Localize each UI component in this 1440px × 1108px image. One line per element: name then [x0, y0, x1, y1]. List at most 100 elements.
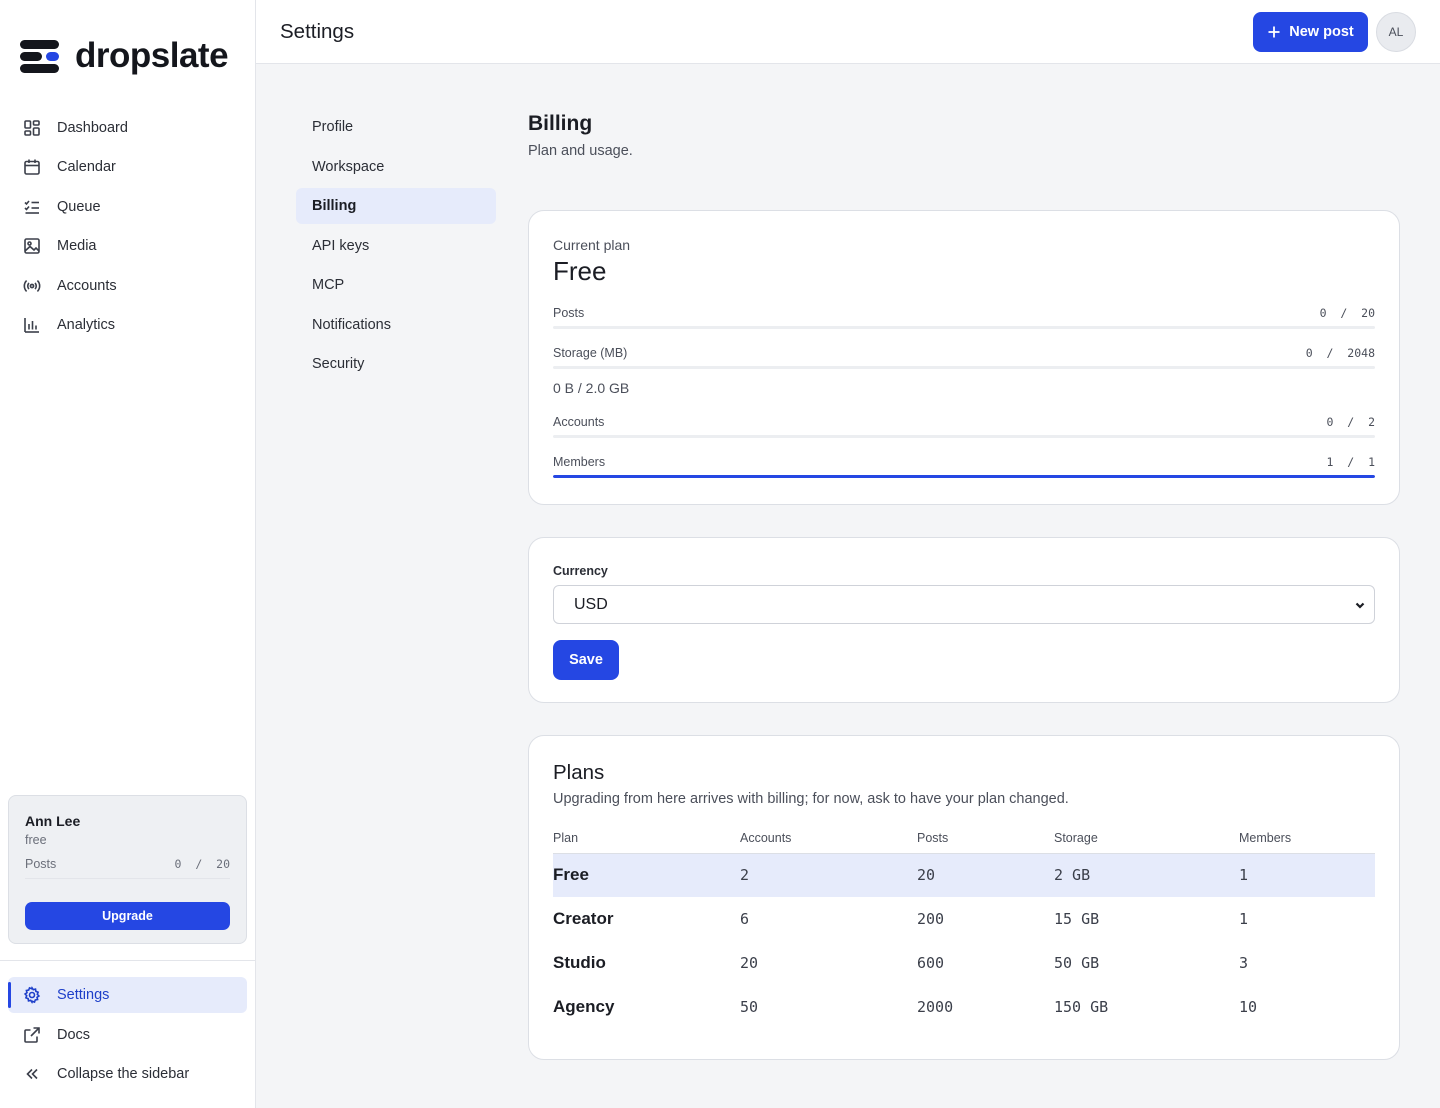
column-header: Plan [553, 831, 579, 845]
gear-icon [23, 986, 41, 1004]
new-post-label: New post [1289, 24, 1354, 40]
meter-posts: Posts 0 / 20 [553, 306, 1375, 329]
column-header: Storage [1054, 831, 1098, 845]
meter-track [553, 326, 1375, 329]
storage-cell: 50 GB [1054, 954, 1100, 972]
plan-name-cell: Studio [553, 953, 606, 972]
page-title: Settings [280, 20, 355, 43]
accounts-cell: 6 [740, 910, 750, 928]
top-header: Settings New post AL [256, 0, 1440, 64]
meter-value: 0 / 20 [1319, 306, 1375, 320]
save-button[interactable]: Save [553, 640, 619, 680]
bar-chart-icon [24, 318, 39, 334]
nav-label: Collapse the sidebar [57, 1066, 190, 1082]
usage-progress-bar [25, 878, 230, 879]
table-row: Agency 50 2000 150 GB 10 [553, 985, 1375, 1029]
new-post-button[interactable]: New post [1253, 12, 1368, 52]
column-header: Members [1239, 831, 1292, 845]
user-name: Ann Lee [25, 813, 81, 829]
currency-card: Currency USD Save [528, 537, 1400, 703]
nav-item-calendar[interactable]: Calendar [8, 148, 248, 188]
accounts-cell: 50 [740, 998, 759, 1016]
logo-icon [20, 38, 59, 74]
settings-tab-workspace[interactable]: Workspace [312, 158, 385, 175]
meter-value: 0 / 2 [1326, 415, 1376, 429]
main-nav: Dashboard Calendar Queue Media Accounts … [8, 108, 248, 345]
nav-item-dashboard[interactable]: Dashboard [8, 108, 248, 148]
chevrons-left-icon [26, 1068, 38, 1080]
plan-name-cell: Free [553, 853, 740, 897]
current-plan-card: Current plan Free Posts 0 / 20 Storage (… [528, 210, 1400, 505]
plus-icon [1268, 26, 1280, 38]
members-cell: 10 [1239, 998, 1258, 1016]
current-plan-label: Current plan [553, 237, 631, 253]
storage-cell: 2 GB [1054, 853, 1239, 897]
nav-item-analytics[interactable]: Analytics [8, 306, 248, 346]
plan-name-cell: Agency [553, 997, 615, 1016]
avatar[interactable]: AL [1376, 12, 1416, 52]
sidebar-divider [0, 960, 255, 961]
nav-item-accounts[interactable]: Accounts [8, 266, 248, 306]
meter-value: 1 / 1 [1326, 455, 1376, 469]
section-subtitle: Plan and usage. [528, 143, 633, 159]
usage-posts-row: Posts 0 / 20 [25, 857, 230, 871]
settings-tab-billing[interactable]: Billing [296, 188, 496, 224]
sidebar: dropslate Dashboard Calendar Queue Media… [0, 0, 256, 1108]
external-link-icon [24, 1026, 40, 1043]
members-cell: 3 [1239, 954, 1249, 972]
meter-label: Posts [553, 306, 585, 320]
plans-title: Plans [553, 761, 605, 784]
meter-storage: Storage (MB) 0 / 2048 [553, 346, 1375, 369]
dashboard-icon [24, 119, 40, 136]
nav-label: Docs [57, 1026, 91, 1043]
plans-subtitle: Upgrading from here arrives with billing… [553, 791, 1069, 807]
queue-icon [24, 200, 39, 214]
meter-accounts: Accounts 0 / 2 [553, 415, 1375, 438]
settings-tab-mcp[interactable]: MCP [312, 277, 345, 293]
meter-label: Storage (MB) [553, 346, 628, 360]
accounts-cell: 20 [740, 954, 759, 972]
posts-cell: 20 [917, 853, 1054, 897]
currency-value: USD [574, 595, 608, 613]
accounts-cell: 2 [740, 853, 917, 897]
image-icon [24, 238, 40, 255]
nav-label: Dashboard [57, 119, 128, 136]
members-cell: 1 [1239, 910, 1249, 928]
meter-label: Members [553, 455, 606, 469]
plan-usage-card: Ann Lee free Posts 0 / 20 Upgrade [8, 795, 247, 944]
table-row: Studio 20 600 50 GB 3 [553, 941, 1375, 985]
settings-tab-api-keys[interactable]: API keys [312, 237, 370, 254]
nav-label: Settings [57, 987, 110, 1003]
meter-track [553, 435, 1375, 438]
nav-item-media[interactable]: Media [8, 227, 248, 267]
table-row: Creator 6 200 15 GB 1 [553, 897, 1375, 941]
currency-label: Currency [553, 564, 608, 578]
settings-tab-security[interactable]: Security [312, 356, 365, 372]
nav-item-queue[interactable]: Queue [8, 187, 248, 227]
plan-name-cell: Creator [553, 909, 614, 928]
section-title: Billing [528, 112, 593, 135]
settings-tab-profile[interactable]: Profile [312, 119, 354, 135]
meter-label: Accounts [553, 415, 605, 429]
settings-nav: Profile Workspace Billing API keys MCP N… [296, 109, 496, 386]
upgrade-button[interactable]: Upgrade [25, 902, 230, 930]
user-plan: free [25, 833, 47, 847]
column-header: Posts [917, 831, 949, 845]
settings-tab-notifications[interactable]: Notifications [312, 316, 391, 333]
table-header-row: Plan Accounts Posts Storage Members [553, 831, 1375, 853]
brand-name: dropslate [75, 36, 229, 75]
nav-label: Analytics [57, 317, 116, 334]
nav-item-settings[interactable]: Settings [8, 977, 247, 1013]
meter-fill [553, 475, 1375, 478]
column-header: Accounts [740, 831, 792, 845]
collapse-sidebar-button[interactable]: Collapse the sidebar [8, 1056, 247, 1092]
currency-select[interactable]: USD [553, 585, 1375, 624]
nav-label: Calendar [57, 159, 116, 176]
meter-track [553, 475, 1375, 478]
calendar-icon [24, 159, 40, 176]
plans-table: Plan Accounts Posts Storage Members Free… [553, 831, 1375, 1029]
brand-logo[interactable]: dropslate [20, 36, 229, 76]
nav-label: Media [57, 238, 97, 255]
meter-track [553, 366, 1375, 369]
nav-item-docs[interactable]: Docs [8, 1017, 247, 1053]
